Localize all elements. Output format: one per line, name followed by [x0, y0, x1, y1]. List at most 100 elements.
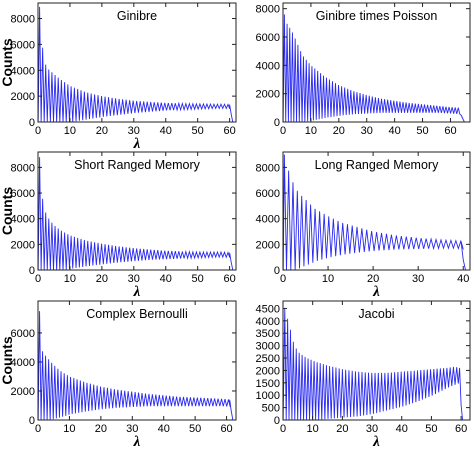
panel-2: 0 10 20 30 40 50 60 0 2000 4000 6000 8000 Ginibre ti… — [256, 2, 471, 137]
y-tick-label: 2000 — [11, 91, 35, 103]
x-tick-label: 10 — [322, 273, 334, 285]
panel-title: Complex Bernoulli — [86, 307, 187, 321]
y-tick-label: 4000 — [256, 214, 280, 226]
series-line — [38, 311, 236, 420]
y-tick-label: 0 — [274, 117, 280, 129]
series-line — [38, 6, 236, 122]
x-tick-label: 20 — [336, 423, 348, 435]
panel-title: Ginibre — [117, 9, 157, 23]
x-tick-label: 10 — [64, 273, 76, 285]
x-tick-label: 10 — [63, 423, 75, 435]
x-tick-label: 20 — [96, 125, 108, 137]
x-tick-label: 60 — [223, 273, 235, 285]
x-tick-label: 0 — [280, 125, 286, 137]
series-line — [283, 308, 470, 420]
x-tick-label: 40 — [160, 125, 172, 137]
x-tick-label: 0 — [280, 423, 286, 435]
x-tick-label: 30 — [128, 273, 140, 285]
panel-title: Long Ranged Memory — [315, 158, 439, 172]
y-tick-label: 2000 — [11, 386, 35, 398]
plot-frame — [37, 151, 237, 271]
y-tick-label: 0 — [274, 265, 280, 277]
x-axis-label: λ — [133, 434, 141, 450]
x-tick-label: 60 — [223, 125, 235, 137]
x-tick-label: 40 — [457, 273, 469, 285]
plot-frame — [282, 151, 471, 271]
panel-title: Short Ranged Memory — [74, 158, 201, 172]
y-tick-label: 0 — [29, 117, 35, 129]
plot-frame — [37, 2, 237, 123]
panel-1: 0 10 20 30 40 50 60 0 2000 4000 6000 8000 Ginibre λ Co… — [0, 2, 237, 152]
x-tick-label: 10 — [305, 125, 317, 137]
x-tick-label: 40 — [160, 273, 172, 285]
y-tick-label: 6000 — [11, 39, 35, 51]
x-tick-label: 50 — [416, 125, 428, 137]
x-tick-label: 50 — [425, 423, 437, 435]
x-tick-label: 50 — [192, 125, 204, 137]
plot-frame — [282, 2, 471, 123]
y-tick-label: 2500 — [256, 353, 280, 365]
y-tick-label: 8000 — [256, 4, 280, 16]
x-tick-label: 50 — [192, 273, 204, 285]
y-tick-label: 2000 — [256, 89, 280, 101]
y-tick-label: 6000 — [256, 32, 280, 44]
panel-4: 0 10 20 30 40 0 2000 4000 6000 8000 Long Ranged Me… — [256, 151, 471, 300]
y-tick-label: 4000 — [11, 214, 35, 226]
plot-frame — [282, 300, 471, 421]
y-tick-label: 4000 — [11, 65, 35, 77]
y-tick-label: 4500 — [256, 303, 280, 315]
y-tick-label: 2000 — [256, 365, 280, 377]
y-tick-label: 8000 — [11, 14, 35, 26]
series-line — [38, 157, 236, 270]
x-tick-label: 0 — [35, 423, 41, 435]
panel-5: 0 10 20 30 40 50 60 0 2000 4000 6000 Complex Bernou… — [0, 300, 237, 450]
x-tick-label: 30 — [361, 125, 373, 137]
y-tick-label: 0 — [29, 415, 35, 427]
y-tick-label: 8000 — [256, 162, 280, 174]
x-tick-label: 0 — [35, 273, 41, 285]
y-tick-label: 2000 — [256, 239, 280, 251]
series-line — [283, 14, 470, 122]
panel-3: 0 10 20 30 40 50 60 0 2000 4000 6000 8000 Short Rang… — [0, 151, 237, 300]
y-axis-label: Counts — [0, 336, 15, 384]
x-tick-label: 40 — [158, 423, 170, 435]
x-axis-label: λ — [372, 434, 380, 450]
x-tick-label: 0 — [280, 273, 286, 285]
x-tick-label: 10 — [307, 423, 319, 435]
x-tick-label: 10 — [64, 125, 76, 137]
y-tick-label: 500 — [262, 403, 280, 415]
x-tick-label: 40 — [389, 125, 401, 137]
x-tick-label: 30 — [412, 273, 424, 285]
x-tick-label: 20 — [333, 125, 345, 137]
y-tick-label: 6000 — [256, 188, 280, 200]
x-tick-label: 20 — [95, 423, 107, 435]
panel-title: Jacobi — [358, 307, 394, 321]
x-tick-label: 20 — [367, 273, 379, 285]
y-tick-label: 4000 — [256, 316, 280, 328]
y-tick-label: 4000 — [11, 357, 35, 369]
y-tick-label: 6000 — [11, 188, 35, 200]
panel-6: 0 10 20 30 40 50 60 050010001500200025003000350… — [256, 300, 471, 450]
panel-title: Ginibre times Poisson — [316, 9, 438, 23]
plot-frame — [37, 300, 237, 421]
y-tick-label: 1500 — [256, 378, 280, 390]
x-tick-label: 40 — [396, 423, 408, 435]
x-tick-label: 20 — [96, 273, 108, 285]
y-tick-label: 1000 — [256, 390, 280, 402]
y-tick-label: 6000 — [11, 328, 35, 340]
x-axis-label: λ — [133, 284, 141, 300]
x-tick-label: 30 — [126, 423, 138, 435]
x-tick-label: 60 — [220, 423, 232, 435]
series-line — [283, 154, 470, 270]
x-tick-label: 50 — [189, 423, 201, 435]
y-axis-label: Counts — [0, 38, 15, 86]
x-axis-label: λ — [133, 136, 141, 152]
x-axis-label: λ — [372, 284, 380, 300]
x-tick-label: 30 — [128, 125, 140, 137]
y-tick-label: 0 — [274, 415, 280, 427]
y-axis-label: Counts — [0, 187, 15, 235]
x-tick-label: 60 — [455, 423, 467, 435]
x-tick-label: 0 — [35, 125, 41, 137]
y-tick-label: 3500 — [256, 328, 280, 340]
